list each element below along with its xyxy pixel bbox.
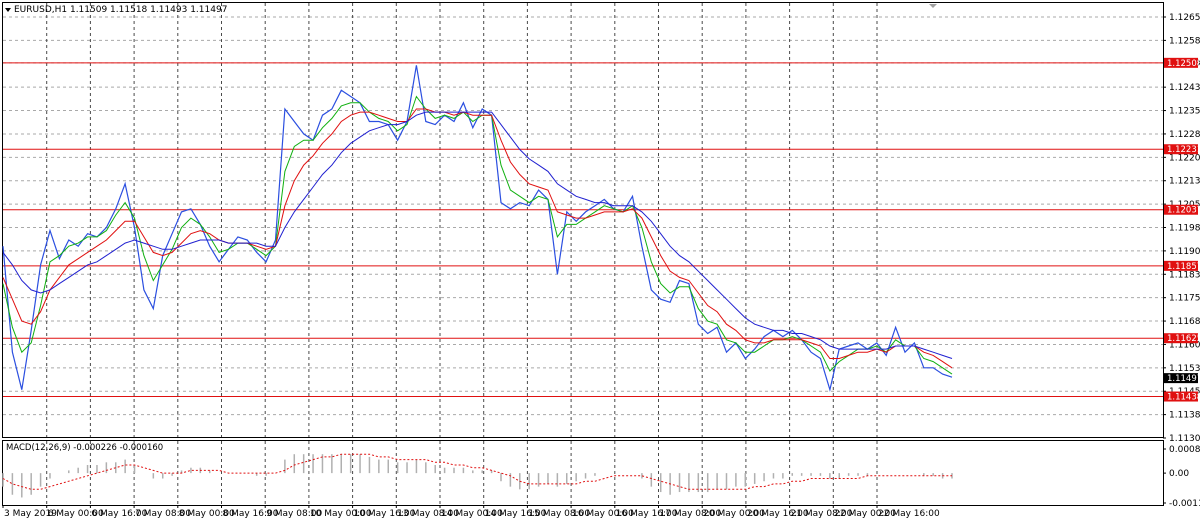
price-tick-label: 1.11980 [1169, 224, 1200, 234]
time-tick-label: 16 May 16:00 [616, 509, 678, 519]
current-price-label: 1.11497 [1167, 374, 1200, 384]
level-price-label: 1.12037 [1167, 206, 1200, 216]
time-tick-label: 22 May 16:00 [878, 509, 940, 519]
macd-title: MACD(12,26,9) -0.000226 -0.000160 [6, 443, 163, 453]
time-tick-label: 20 May 00:00 [703, 509, 765, 519]
level-price-tag [1164, 204, 1198, 215]
level-price-tag [1164, 144, 1198, 155]
price-tick-label: 1.11530 [1169, 364, 1200, 374]
price-tick-label: 1.11680 [1169, 317, 1200, 327]
time-tick-label: 10 May 00:00 [310, 509, 372, 519]
time-tick-label: 15 May 08:00 [528, 509, 590, 519]
price-tick-label: 1.11305 [1169, 434, 1200, 444]
price-tick-label: 1.12355 [1169, 107, 1200, 117]
time-tick-label: 8 May 16:00 [223, 509, 279, 519]
level-price-tag [1164, 391, 1198, 402]
macd-signal-line [2, 453, 952, 490]
level-price-label: 1.11857 [1167, 262, 1200, 272]
price-tick-label: 1.12130 [1169, 177, 1200, 187]
price-tick-label: 1.12280 [1169, 130, 1200, 140]
moving-average-line-1 [2, 95, 953, 375]
time-tick-label: 16 May 00:00 [572, 509, 634, 519]
time-tick-label: 3 May 2019 [4, 509, 57, 519]
price-tick-label: 1.11380 [1169, 411, 1200, 421]
chart-shift-marker-icon[interactable] [929, 4, 937, 8]
price-tick-label: 1.11755 [1169, 294, 1200, 304]
time-tick-label: 20 May 16:00 [747, 509, 809, 519]
level-price-tag [1164, 333, 1198, 344]
time-tick-label: 6 May 00:00 [48, 509, 104, 519]
moving-average-line-2 [2, 108, 953, 369]
price-tick-label: 1.12580 [1169, 36, 1200, 46]
macd-tick-label: -0.001105 [1169, 499, 1200, 509]
time-tick-label: 21 May 08:00 [791, 509, 853, 519]
price-tick-label: 1.11905 [1169, 247, 1200, 257]
macd-layer [2, 453, 953, 498]
time-tick-label: 14 May 16:00 [485, 509, 547, 519]
moving-average-line-3 [2, 111, 953, 359]
price-axis: 1.12655 1.12580 1.12508 1.12430 1.12355 1.122… [1163, 13, 1200, 444]
time-tick-label: 10 May 16:00 [354, 509, 416, 519]
macd-tick-label: 0.000892 [1169, 445, 1200, 455]
price-tick-label: 1.12205 [1169, 153, 1200, 163]
price-tick-label: 1.12430 [1169, 83, 1200, 93]
level-price-label: 1.12508 [1167, 59, 1200, 69]
time-tick-label: 7 May 08:00 [135, 509, 191, 519]
price-tick-label: 1.11830 [1169, 270, 1200, 280]
current-price-tag [1164, 373, 1198, 384]
time-tick-label: 13 May 08:00 [397, 509, 459, 519]
time-tick-label: 14 May 00:00 [441, 509, 503, 519]
price-series-layer [2, 65, 953, 393]
level-price-tag [1164, 57, 1198, 68]
time-tick-label: 6 May 16:00 [91, 509, 147, 519]
time-tick-label: 17 May 08:00 [660, 509, 722, 519]
chart-title: EURUSD,H1 1.11509 1.11518 1.11493 1.1149… [14, 5, 227, 15]
level-price-label: 1.12231 [1167, 145, 1200, 155]
level-price-label: 1.11625 [1167, 334, 1200, 344]
level-price-label: 1.11438 [1167, 393, 1200, 403]
symbol-dropdown-icon[interactable] [5, 8, 11, 12]
macd-axis: 0.000892 0.00 -0.001105 [1163, 445, 1200, 509]
time-tick-label: 8 May 00:00 [179, 509, 235, 519]
macd-plot-frame [2, 440, 1164, 506]
price-tick-label: 1.12655 [1169, 13, 1200, 23]
macd-tick-label: 0.00 [1169, 469, 1189, 479]
price-tick-label: 1.11605 [1169, 340, 1200, 350]
level-price-tag [1164, 260, 1198, 271]
time-tick-label: 22 May 00:00 [834, 509, 896, 519]
horizontal-levels-layer [3, 62, 1163, 398]
time-tick-label: 9 May 08:00 [266, 509, 322, 519]
